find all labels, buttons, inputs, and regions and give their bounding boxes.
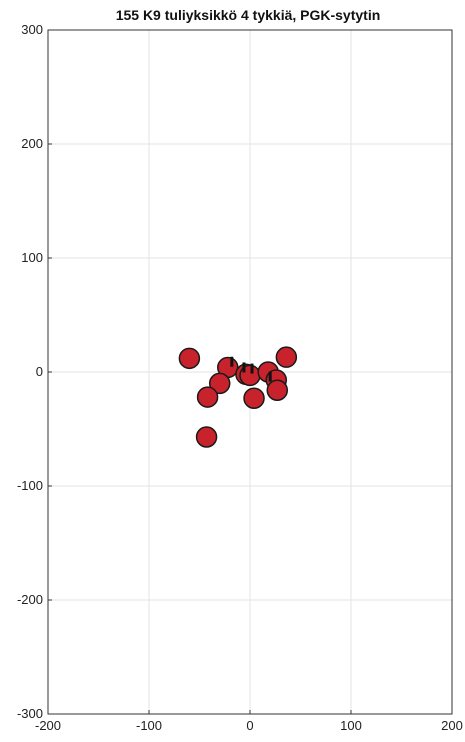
x-tick-label: -200 [35,718,61,733]
data-point [196,386,219,408]
y-tick-label: 0 [36,364,43,379]
impact-mark [250,363,254,374]
impact-mark [268,371,272,382]
x-axis-ticks: -200 -100 0 100 200 [35,710,463,733]
y-tick-label: -300 [17,706,43,721]
x-tick-label: 100 [340,718,362,733]
y-axis-ticks: 300 200 100 0 -100 -200 -300 [17,22,52,721]
x-tick-label: 0 [246,718,253,733]
data-point [243,387,265,409]
x-tick-label: 200 [441,718,463,733]
impact-marks [230,356,272,382]
y-tick-label: -100 [17,478,43,493]
data-point [195,426,218,448]
impact-mark [242,362,246,373]
data-points [178,346,298,448]
y-tick-label: -200 [17,592,43,607]
chart-title: 155 K9 tuliyksikkö 4 tykkiä, PGK-sytytin [116,7,381,23]
data-point [208,372,231,395]
data-point [178,347,201,370]
data-point [275,346,298,368]
y-tick-label: 300 [21,22,43,37]
data-point [266,379,289,401]
x-tick-label: -100 [136,718,162,733]
y-tick-label: 200 [21,136,43,151]
impact-mark [230,356,234,367]
y-tick-label: 100 [21,250,43,265]
